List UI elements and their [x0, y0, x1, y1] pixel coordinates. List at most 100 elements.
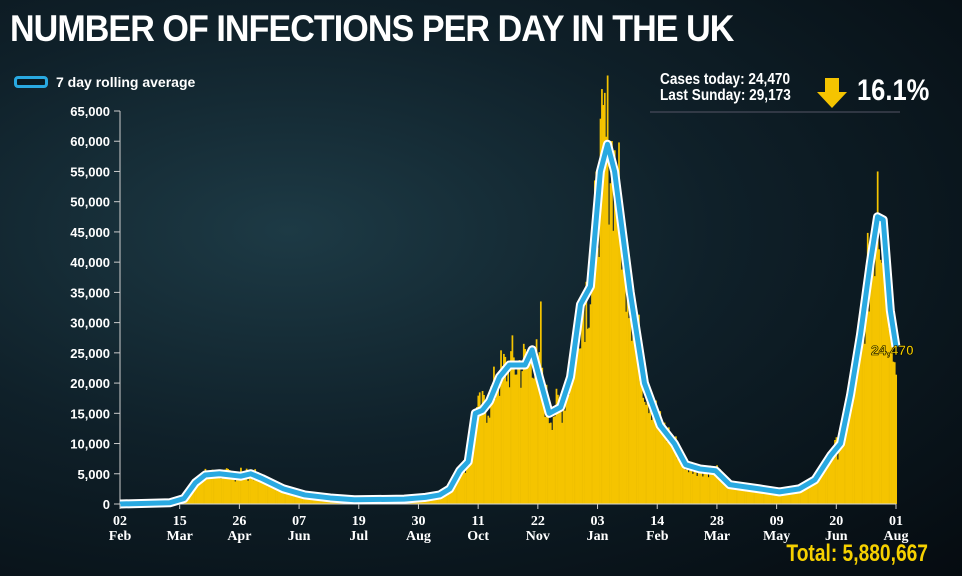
daily-bar: [278, 489, 281, 504]
y-tick-label: 15,000: [70, 406, 110, 421]
daily-bar: [805, 483, 808, 504]
daily-bar: [768, 493, 771, 504]
daily-bar: [829, 457, 832, 504]
daily-bar: [494, 398, 497, 504]
daily-bar: [252, 480, 255, 504]
daily-bar: [535, 339, 538, 504]
x-tick-label: May: [763, 529, 790, 544]
daily-bar: [653, 417, 656, 504]
daily-bar: [255, 476, 258, 504]
x-tick-label: 02: [113, 514, 127, 529]
daily-bar: [285, 487, 288, 504]
x-tick-label: 09: [770, 514, 784, 529]
daily-bar: [751, 484, 754, 504]
daily-bar: [864, 343, 866, 504]
daily-bar: [480, 415, 483, 504]
daily-bar: [531, 377, 534, 504]
daily-bar: [254, 469, 257, 504]
daily-bar: [596, 247, 599, 504]
daily-bar: [687, 472, 690, 504]
daily-bar: [628, 318, 630, 504]
daily-bar: [436, 496, 438, 504]
daily-bar: [804, 482, 807, 504]
daily-bar: [727, 479, 730, 504]
daily-bar: [792, 492, 795, 504]
change-percent: 16.1%: [857, 74, 930, 107]
daily-bar: [214, 474, 217, 504]
daily-bar: [699, 465, 701, 504]
daily-bar: [544, 417, 546, 504]
daily-bar: [795, 492, 798, 504]
daily-bar: [568, 394, 571, 504]
daily-bar: [267, 486, 269, 504]
daily-bar: [710, 471, 713, 504]
daily-bar: [551, 429, 554, 504]
daily-bar: [876, 171, 879, 504]
daily-bar: [257, 472, 259, 504]
daily-bar: [440, 494, 443, 504]
daily-bar: [869, 264, 872, 504]
daily-bar: [683, 458, 686, 504]
daily-bar: [584, 341, 586, 504]
daily-bar: [852, 373, 855, 504]
daily-bar: [498, 395, 501, 504]
x-tick-label: 19: [352, 514, 366, 529]
daily-bar: [228, 470, 231, 504]
daily-bar: [774, 494, 777, 504]
page-title: NUMBER OF INFECTIONS PER DAY IN THE UK: [10, 8, 734, 49]
daily-bar: [821, 472, 824, 504]
daily-bar: [525, 359, 528, 504]
daily-bar: [620, 269, 623, 504]
daily-bar: [662, 433, 664, 504]
daily-bar: [868, 311, 871, 504]
daily-bar: [888, 328, 890, 504]
daily-bar: [555, 388, 558, 504]
daily-bar: [311, 497, 313, 504]
x-tick-label: 22: [531, 514, 545, 529]
daily-bar: [197, 484, 200, 504]
daily-bar: [456, 479, 458, 504]
daily-bar: [566, 395, 569, 504]
daily-bar: [575, 322, 578, 504]
y-tick-label: 65,000: [70, 104, 110, 119]
daily-bar: [235, 477, 238, 504]
daily-bar: [679, 455, 681, 504]
daily-bar: [812, 480, 815, 504]
daily-bar: [582, 302, 585, 504]
daily-bar: [885, 256, 888, 504]
daily-bar: [198, 484, 201, 504]
daily-bar: [441, 493, 444, 504]
x-tick-label: Nov: [526, 529, 550, 544]
daily-bar: [761, 488, 764, 504]
daily-bar: [788, 492, 791, 504]
daily-bar: [191, 485, 194, 504]
legend-swatch: [14, 76, 48, 88]
daily-bar: [250, 472, 252, 504]
daily-bar: [294, 492, 296, 504]
daily-bar: [694, 471, 697, 504]
x-tick-label: Aug: [406, 529, 431, 544]
daily-bar: [753, 487, 755, 504]
daily-bar: [538, 352, 541, 504]
daily-bar: [497, 389, 500, 504]
daily-bar: [244, 478, 247, 504]
daily-bar: [571, 361, 573, 504]
daily-bar: [447, 488, 450, 504]
x-tick-label: 20: [829, 514, 843, 529]
y-tick-label: 45,000: [70, 225, 110, 240]
daily-bar: [298, 494, 301, 504]
daily-bar: [558, 402, 561, 504]
daily-bar: [723, 480, 726, 504]
daily-bar: [508, 387, 511, 504]
daily-bar: [656, 418, 659, 504]
daily-bar: [680, 462, 683, 504]
daily-bar: [545, 384, 548, 504]
daily-bar: [811, 483, 814, 504]
daily-bar: [454, 479, 457, 504]
daily-bar: [731, 482, 734, 504]
daily-bar: [522, 343, 525, 504]
daily-bar: [511, 335, 514, 504]
arrow-down-icon: [817, 78, 847, 108]
daily-bar: [866, 232, 869, 505]
daily-bar: [463, 460, 465, 504]
